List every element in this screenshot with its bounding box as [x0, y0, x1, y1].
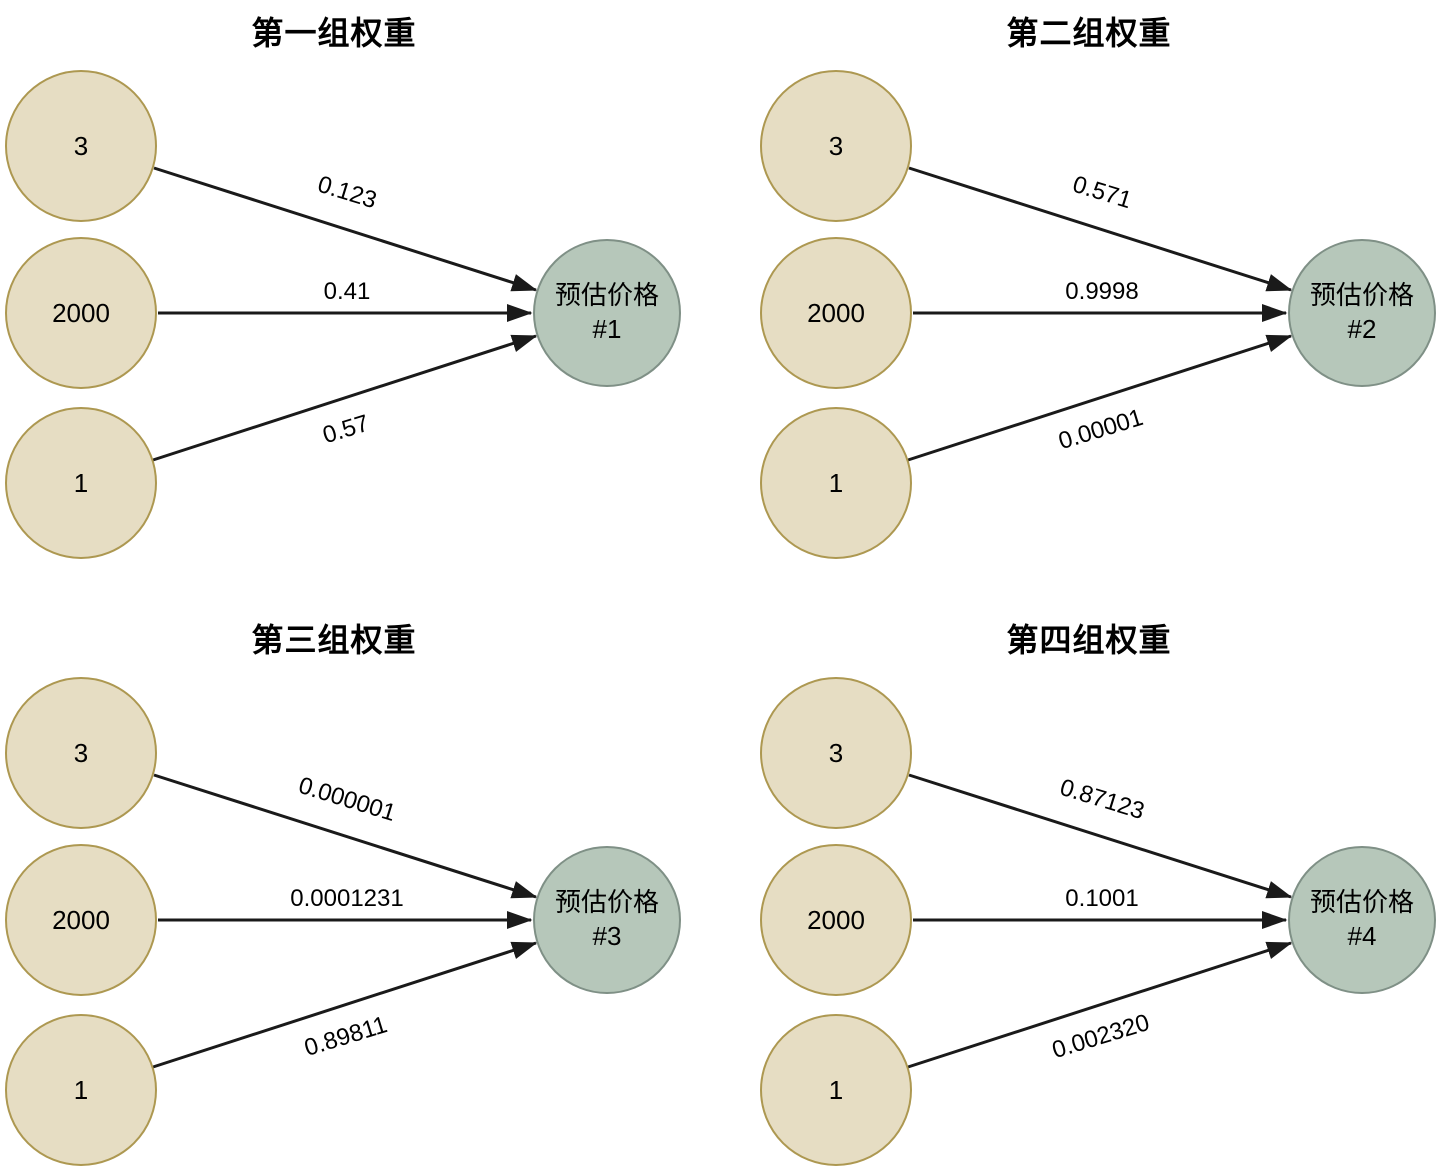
output-node-id: #4 — [1347, 921, 1377, 951]
input-node-label: 2000 — [52, 297, 110, 328]
output-node-id: #2 — [1347, 314, 1377, 344]
weight-group: 第三组权重 3 2000 1 预估价格 #3 0.000001 0.000123… — [0, 607, 720, 1169]
weight-group: 第四组权重 3 2000 1 预估价格 #4 0.87123 0.1001 0.… — [755, 607, 1440, 1169]
input-node-top: 3 — [5, 677, 157, 829]
input-node-label: 1 — [828, 1074, 844, 1105]
input-node-label: 2000 — [807, 297, 865, 328]
group-title: 第二组权重 — [1006, 15, 1172, 51]
edge-weight-label-middle: 0.41 — [323, 278, 371, 305]
edge-weight-label-middle: 0.9998 — [1065, 278, 1139, 305]
edge-weight-label-bottom: 0.002320 — [1049, 1008, 1153, 1065]
input-node-top: 3 — [760, 677, 912, 829]
input-node-bottom: 1 — [760, 1014, 912, 1166]
input-node-label: 1 — [73, 467, 89, 498]
input-node-middle: 2000 — [5, 844, 157, 996]
output-node-label: 预估价格 — [554, 280, 659, 311]
edge-weight-label-middle: 0.0001231 — [290, 885, 404, 912]
output-node-id: #3 — [592, 921, 622, 951]
input-node-label: 1 — [73, 1074, 89, 1105]
input-node-top: 3 — [5, 70, 157, 222]
input-node-bottom: 1 — [5, 1014, 157, 1166]
input-node-middle: 2000 — [760, 237, 912, 389]
output-node-label: 预估价格 — [1309, 887, 1414, 918]
edge-weight-label-bottom: 0.57 — [319, 409, 373, 450]
input-node-bottom: 1 — [760, 407, 912, 559]
output-node: 预估价格 #2 — [1288, 239, 1436, 387]
edge-weight-label-middle: 0.1001 — [1065, 885, 1139, 912]
edge-weight-label-top: 0.123 — [314, 170, 380, 215]
group-title: 第一组权重 — [251, 15, 417, 51]
input-node-label: 3 — [73, 737, 89, 768]
weight-group: 第一组权重 3 2000 1 预估价格 #1 0.123 0.41 0.57 — [0, 0, 720, 584]
edge-weight-label-top: 0.87123 — [1056, 773, 1148, 826]
group-title: 第四组权重 — [1006, 622, 1172, 658]
input-node-label: 3 — [828, 130, 844, 161]
input-node-label: 2000 — [52, 904, 110, 935]
input-node-middle: 2000 — [5, 237, 157, 389]
output-node-label: 预估价格 — [1309, 280, 1414, 311]
weight-group: 第二组权重 3 2000 1 预估价格 #2 0.571 0.9998 0.00… — [755, 0, 1440, 584]
input-node-middle: 2000 — [760, 844, 912, 996]
output-node-label: 预估价格 — [554, 887, 659, 918]
output-node: 预估价格 #4 — [1288, 846, 1436, 994]
edge-weight-label-bottom: 0.00001 — [1055, 403, 1147, 456]
input-node-label: 1 — [828, 467, 844, 498]
output-node-id: #1 — [592, 314, 622, 344]
output-node: 预估价格 #1 — [533, 239, 681, 387]
edge-weight-label-top: 0.000001 — [295, 771, 399, 828]
output-node: 预估价格 #3 — [533, 846, 681, 994]
input-node-top: 3 — [760, 70, 912, 222]
input-node-label: 3 — [73, 130, 89, 161]
input-node-label: 2000 — [807, 904, 865, 935]
edge-weight-label-bottom: 0.89811 — [301, 1011, 391, 1062]
group-title: 第三组权重 — [251, 622, 417, 658]
input-node-label: 3 — [828, 737, 844, 768]
input-node-bottom: 1 — [5, 407, 157, 559]
edge-weight-label-top: 0.571 — [1069, 170, 1135, 215]
